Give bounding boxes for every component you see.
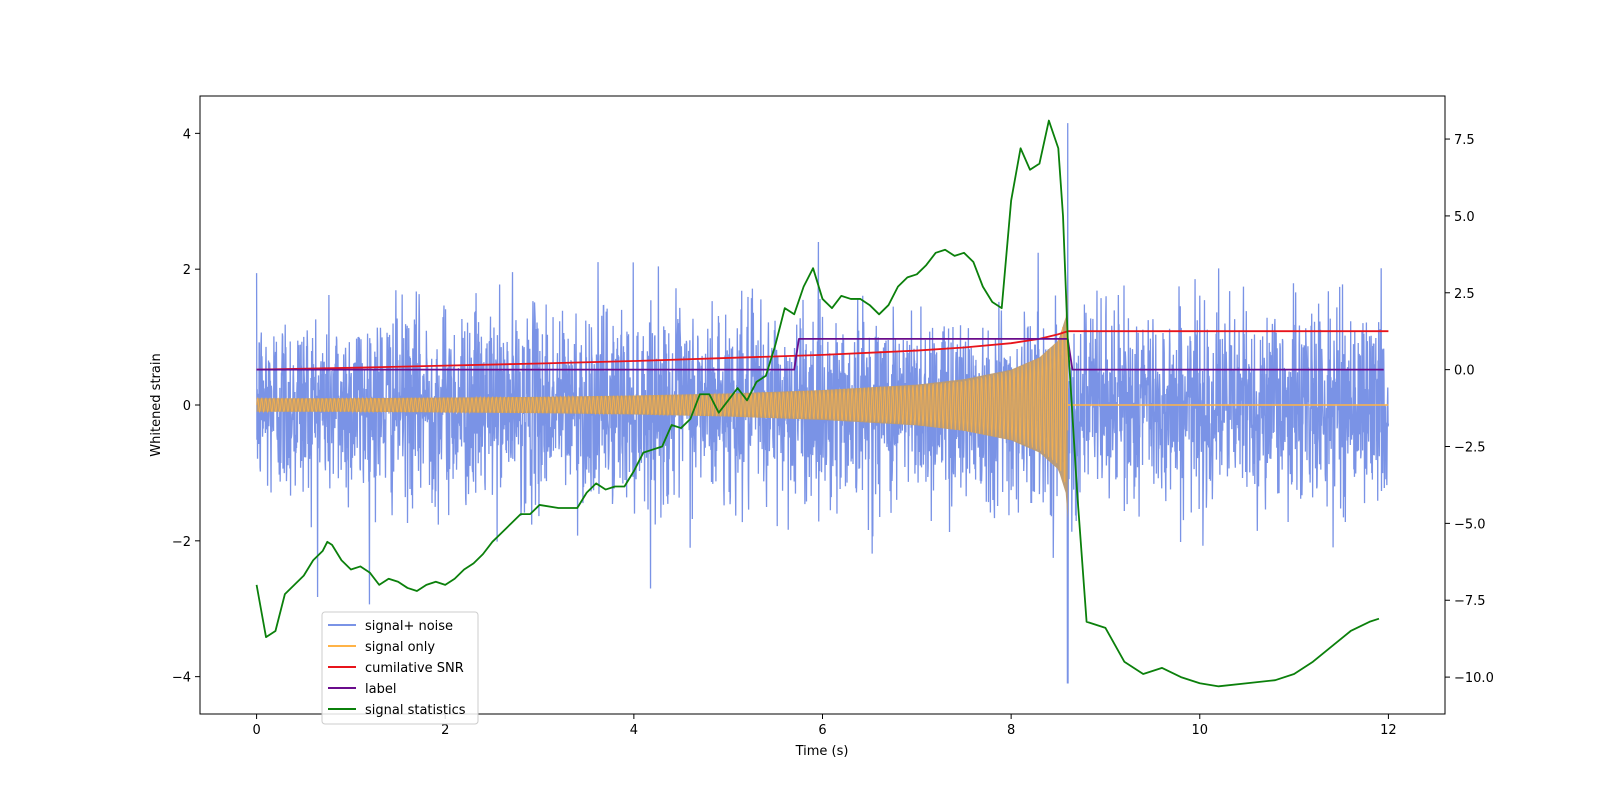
x-tick-label: 10 bbox=[1191, 723, 1208, 738]
y2-tick-label: −2.5 bbox=[1454, 441, 1486, 456]
y-tick-label: −4 bbox=[172, 671, 191, 686]
y2-tick-label: −5.0 bbox=[1454, 517, 1486, 532]
x-tick-label: 6 bbox=[818, 723, 826, 738]
legend-label-signal-only: signal only bbox=[365, 640, 435, 655]
x-tick-label: 4 bbox=[630, 723, 638, 738]
y-tick-label: 0 bbox=[183, 399, 191, 414]
legend-label-signal-noise: signal+ noise bbox=[365, 619, 453, 634]
y2-tick-label: 0.0 bbox=[1454, 364, 1475, 379]
series-line-cumilative-snr bbox=[256, 330, 1389, 371]
x-tick-label: 8 bbox=[1007, 723, 1015, 738]
ticks-layer: 0 2 4 6 8 10 12 −4 −2 0 2 4 −10.0 −7.5 −5.0 −2.5 0.0 2.5 5… bbox=[172, 127, 1494, 738]
y-axis-label: Whitened strain bbox=[149, 353, 164, 456]
y2-tick-label: −7.5 bbox=[1454, 594, 1486, 609]
series-band-signal-only bbox=[256, 289, 1068, 521]
y2-tick-label: 5.0 bbox=[1454, 210, 1475, 225]
x-tick-label: 12 bbox=[1380, 723, 1397, 738]
x-axis-label: Time (s) bbox=[795, 744, 849, 759]
y2-tick-label: −10.0 bbox=[1454, 671, 1494, 686]
legend-label-cumilative-snr: cumilative SNR bbox=[365, 661, 464, 676]
y-tick-label: 4 bbox=[183, 127, 191, 142]
y-tick-label: 2 bbox=[183, 263, 191, 278]
x-tick-label: 2 bbox=[441, 723, 449, 738]
legend-label-signal-statistics: signal statistics bbox=[365, 703, 466, 718]
y-tick-label: −2 bbox=[172, 535, 191, 550]
x-tick-label: 0 bbox=[252, 723, 260, 738]
legend: signal+ noise signal only cumilative SNR… bbox=[321, 611, 479, 725]
y2-tick-label: 7.5 bbox=[1454, 133, 1475, 148]
legend-label-label: label bbox=[365, 682, 396, 697]
series-line-label bbox=[256, 338, 1384, 371]
series-layer bbox=[255, 119, 1390, 688]
series-line-signal-noise bbox=[255, 123, 1390, 684]
y2-tick-label: 2.5 bbox=[1454, 287, 1475, 302]
series-line-signal-only bbox=[256, 306, 1069, 483]
legend-box bbox=[321, 611, 479, 725]
series-line-signal-statistics bbox=[255, 119, 1380, 688]
